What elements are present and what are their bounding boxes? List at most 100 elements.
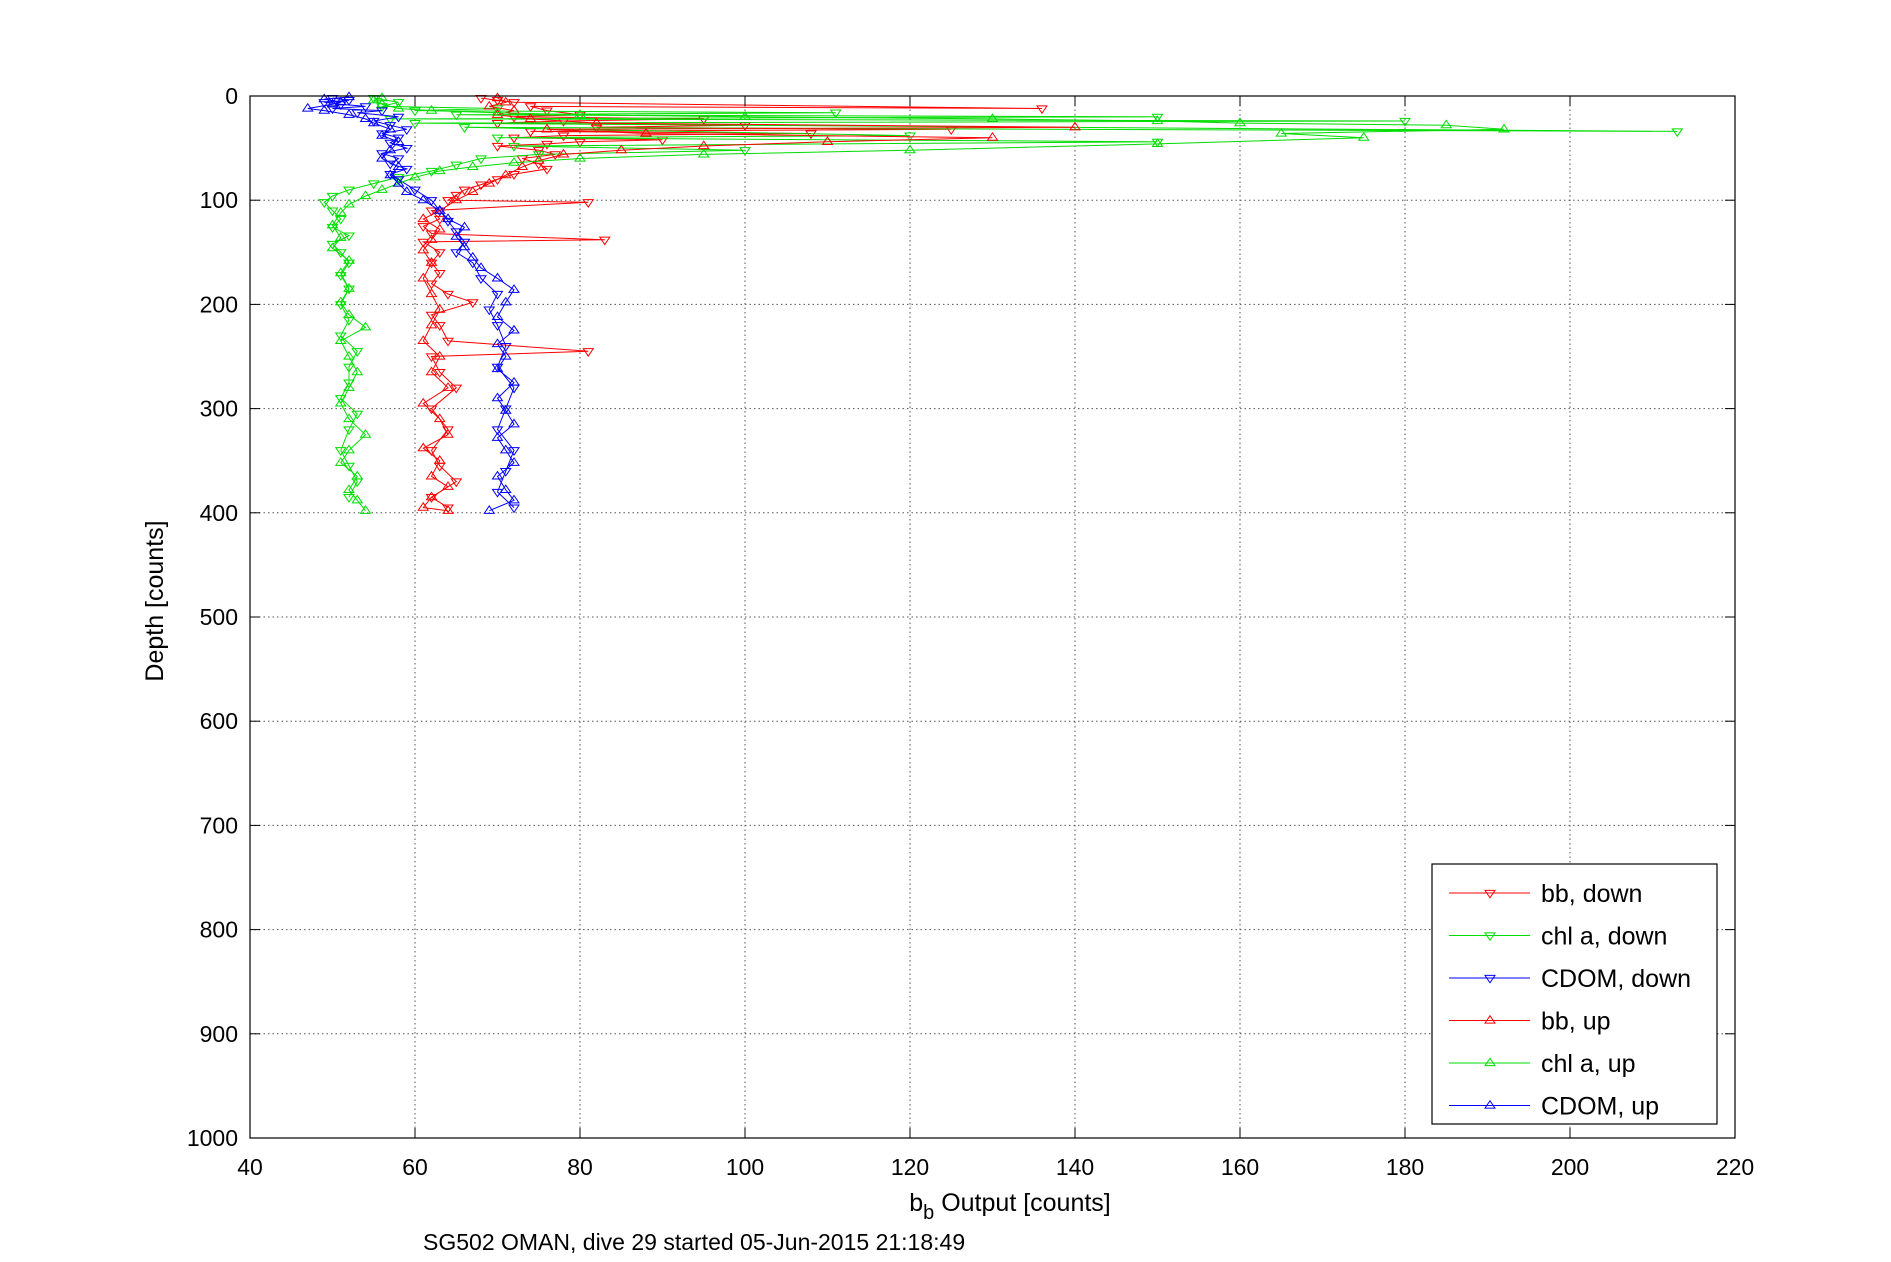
- data-point: [425, 470, 438, 480]
- data-point: [450, 249, 463, 258]
- data-point: [491, 290, 504, 300]
- data-point: [384, 169, 397, 179]
- series-line-chl-a-down: [323, 97, 1678, 498]
- data-point: [417, 194, 430, 204]
- data-point: [384, 139, 397, 149]
- y-axis-label: Depth [counts]: [141, 520, 169, 681]
- data-point: [450, 228, 463, 238]
- data-point: [433, 455, 446, 464]
- data-point: [1275, 127, 1288, 137]
- data-point: [343, 232, 355, 242]
- data-point: [508, 418, 520, 428]
- y-tick-label: 100: [200, 187, 238, 213]
- y-tick-label: 500: [200, 604, 238, 630]
- data-point: [499, 484, 512, 493]
- data-point: [425, 280, 438, 290]
- x-tick-label: 180: [1386, 1154, 1424, 1180]
- data-point: [384, 171, 397, 180]
- series-chl-a-up: [326, 92, 1510, 514]
- data-point: [343, 484, 355, 493]
- x-tick-label: 120: [891, 1154, 929, 1180]
- data-point: [458, 241, 471, 251]
- data-point: [491, 97, 504, 106]
- data-point: [376, 129, 388, 139]
- data-point: [1671, 128, 1684, 138]
- data-point: [491, 106, 504, 116]
- axis-ticks: 40 60 80 100 120 140 160 180 200 220 0 100 200 300 400…: [187, 83, 1754, 1180]
- data-point: [450, 111, 463, 121]
- data-point: [425, 104, 438, 114]
- data-point: [392, 99, 405, 108]
- legend-item-cdom-down: CDOM, down: [1449, 965, 1691, 993]
- data-point: [409, 107, 421, 117]
- data-point: [508, 504, 520, 514]
- data-point: [384, 122, 397, 131]
- data-point: [384, 123, 397, 133]
- y-tick-label: 600: [200, 708, 238, 734]
- data-point: [491, 134, 504, 144]
- data-point: [351, 494, 364, 504]
- x-tick-label: 80: [567, 1154, 593, 1180]
- data-point: [425, 234, 438, 243]
- x-axis-label: bb Output [counts]: [909, 1189, 1111, 1224]
- data-point: [508, 284, 520, 293]
- data-point: [442, 213, 454, 223]
- y-tick-label: 400: [200, 500, 238, 526]
- data-point: [475, 155, 487, 165]
- data-point: [1069, 121, 1081, 131]
- data-point: [1151, 138, 1164, 148]
- data-point: [425, 494, 438, 503]
- data-point: [376, 92, 388, 102]
- data-point: [409, 186, 421, 196]
- data-point: [590, 117, 603, 127]
- data-point: [384, 144, 397, 154]
- data-point: [508, 324, 520, 334]
- legend-swatch-marker: [1484, 974, 1496, 984]
- data-point: [739, 147, 751, 156]
- data-point: [433, 249, 446, 258]
- data-point: [574, 109, 586, 118]
- data-point: [491, 142, 504, 152]
- series-line-bb-up: [422, 97, 1076, 512]
- data-point: [508, 457, 520, 466]
- data-point: [433, 215, 446, 225]
- data-point: [392, 161, 405, 170]
- data-point: [508, 142, 520, 152]
- x-axis-label-main: b: [909, 1189, 923, 1217]
- legend-box: [1431, 863, 1718, 1125]
- chart-caption: SG502 OMAN, dive 29 started 05-Jun-2015 …: [423, 1229, 965, 1255]
- data-point: [343, 444, 355, 454]
- data-point: [483, 306, 496, 316]
- data-point: [318, 99, 331, 108]
- data-point: [343, 283, 355, 292]
- data-point: [343, 254, 355, 264]
- data-point: [343, 316, 355, 326]
- data-point: [458, 186, 471, 196]
- data-point: [334, 332, 347, 342]
- data-point: [392, 134, 405, 144]
- data-point: [491, 105, 504, 115]
- data-point: [392, 155, 405, 165]
- data-point: [392, 113, 405, 123]
- data-point: [359, 103, 372, 113]
- data-point: [433, 350, 446, 360]
- data-point: [384, 160, 397, 170]
- y-tick-label: 0: [225, 83, 238, 109]
- data-point: [417, 442, 430, 452]
- data-point: [425, 207, 438, 217]
- data-point: [425, 447, 438, 456]
- data-point: [392, 136, 405, 145]
- data-point: [425, 366, 438, 376]
- data-point: [821, 136, 834, 145]
- data-point: [425, 259, 438, 269]
- data-point: [318, 199, 331, 208]
- data-point: [450, 478, 463, 488]
- data-point: [425, 491, 438, 501]
- data-point: [442, 481, 454, 490]
- data-point: [466, 251, 479, 261]
- data-point: [376, 184, 388, 193]
- legend-label: CDOM, down: [1541, 965, 1691, 993]
- data-point: [417, 501, 430, 511]
- data-point: [491, 432, 504, 441]
